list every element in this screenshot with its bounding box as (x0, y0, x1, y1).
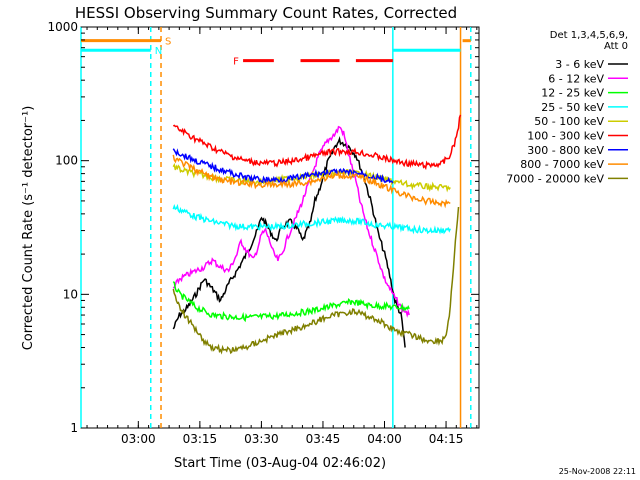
x-tick-label-1: 03:15 (183, 432, 218, 446)
marker-label-1: N (155, 46, 162, 57)
legend-title-0: Det 1,3,4,5,6,9, (550, 30, 628, 41)
legend-label-6: 300 - 800 keV (527, 144, 604, 157)
legend-label-3: 25 - 50 keV (541, 101, 604, 114)
axes: 03:00 03:15 03:30 03:45 04:00 04:15 1 10 100 1000 (47, 20, 479, 446)
legend-label-8: 7000 - 20000 keV (506, 172, 604, 185)
x-tick-label-5: 04:15 (429, 432, 464, 446)
attenuator-markers: SN F (81, 37, 471, 68)
marker-label-0: S (165, 37, 171, 48)
legend-title-1: Att 0 (604, 41, 628, 52)
series-line-3 (172, 203, 451, 235)
x-tick-label-2: 03:30 (244, 432, 279, 446)
y-tick-label-0: 1 (70, 421, 78, 435)
series-line-0 (172, 136, 406, 348)
chart-title: HESSI Observing Summary Count Rates, Cor… (75, 4, 457, 22)
timestamp: 25-Nov-2008 22:11 (559, 467, 636, 476)
series-line-2 (172, 281, 410, 323)
series-line-5 (172, 114, 462, 171)
x-tick-label-0: 03:00 (121, 432, 156, 446)
x-tick-label-3: 03:45 (306, 432, 341, 446)
legend-label-0: 3 - 6 keV (555, 58, 604, 71)
series-lines (172, 114, 462, 355)
legend-label-5: 100 - 300 keV (527, 130, 604, 143)
series-line-7 (172, 154, 451, 209)
series-line-8 (172, 206, 460, 355)
y-tick-label-2: 100 (55, 154, 78, 168)
series-line-1 (172, 125, 410, 318)
x-axis-label: Start Time (03-Aug-04 02:46:02) (174, 456, 386, 471)
legend-label-4: 50 - 100 keV (534, 115, 604, 128)
y-tick-label-1: 10 (63, 287, 78, 301)
legend-label-1: 6 - 12 keV (548, 72, 604, 85)
vertical-lines (80, 27, 472, 428)
marker-label-4: F (233, 57, 239, 68)
x-tick-label-4: 04:00 (367, 432, 402, 446)
y-axis-label: Corrected Count Rate (s⁻¹ detector⁻¹) (21, 106, 36, 351)
legend-label-7: 800 - 7000 keV (520, 158, 604, 171)
series-line-6 (172, 148, 394, 186)
legend-label-2: 12 - 25 keV (541, 87, 604, 100)
y-tick-label-3: 1000 (47, 20, 78, 34)
